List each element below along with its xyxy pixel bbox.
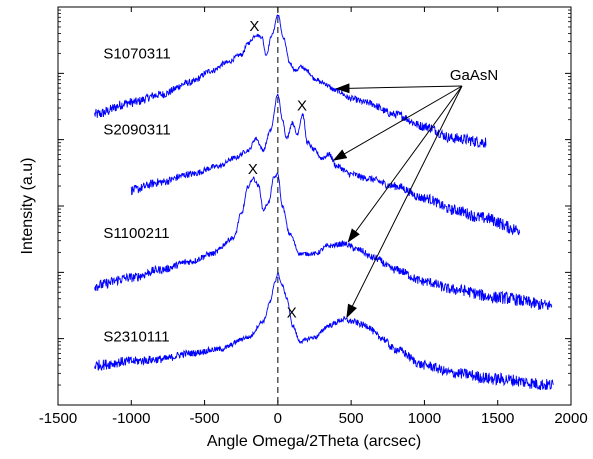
gaasn-arrow [335,83,463,94]
gaasn-arrow [347,85,463,243]
gaasn-arrow [332,85,463,161]
x-tick-label: -1500 [39,410,77,427]
x-tick-label: 500 [339,410,364,427]
x-axis-title: Angle Omega/2Theta (arcsec) [207,433,421,450]
series-layer [94,14,554,390]
series-line-s1100211 [94,172,553,311]
x-tick-label: 0 [274,410,282,427]
gaasn-arrow [346,85,463,319]
x-tick-label: 1500 [481,410,514,427]
series-label-s2090311: S2090311 [103,121,170,138]
annotation-layer: S1070311 S2090311 S1100211 S2310111 X X X X GaAs… [103,18,498,345]
x-tick-label: -500 [190,410,220,427]
peak-marker-x: X [249,18,259,35]
peak-marker-x: X [297,97,307,114]
peak-marker-x: X [287,304,297,321]
tick-layer: -1500 -1000 -500 0 500 1000 1500 2000 [39,6,588,427]
plot-background [58,7,571,405]
y-axis-title: Intensity (a.u) [19,158,36,255]
series-line-s2310111 [94,272,554,390]
x-tick-label: 2000 [554,410,587,427]
series-label-s1070311: S1070311 [103,46,170,63]
x-tick-label: 1000 [408,410,441,427]
series-label-s1100211: S1100211 [103,225,169,242]
series-line-s2090311 [130,93,521,236]
peak-marker-x: X [248,161,258,178]
series-line-s1070311 [94,14,487,148]
x-tick-label: -1000 [112,410,150,427]
gaasn-label: GaAsN [450,67,498,84]
series-label-s2310111: S2310111 [103,328,169,345]
